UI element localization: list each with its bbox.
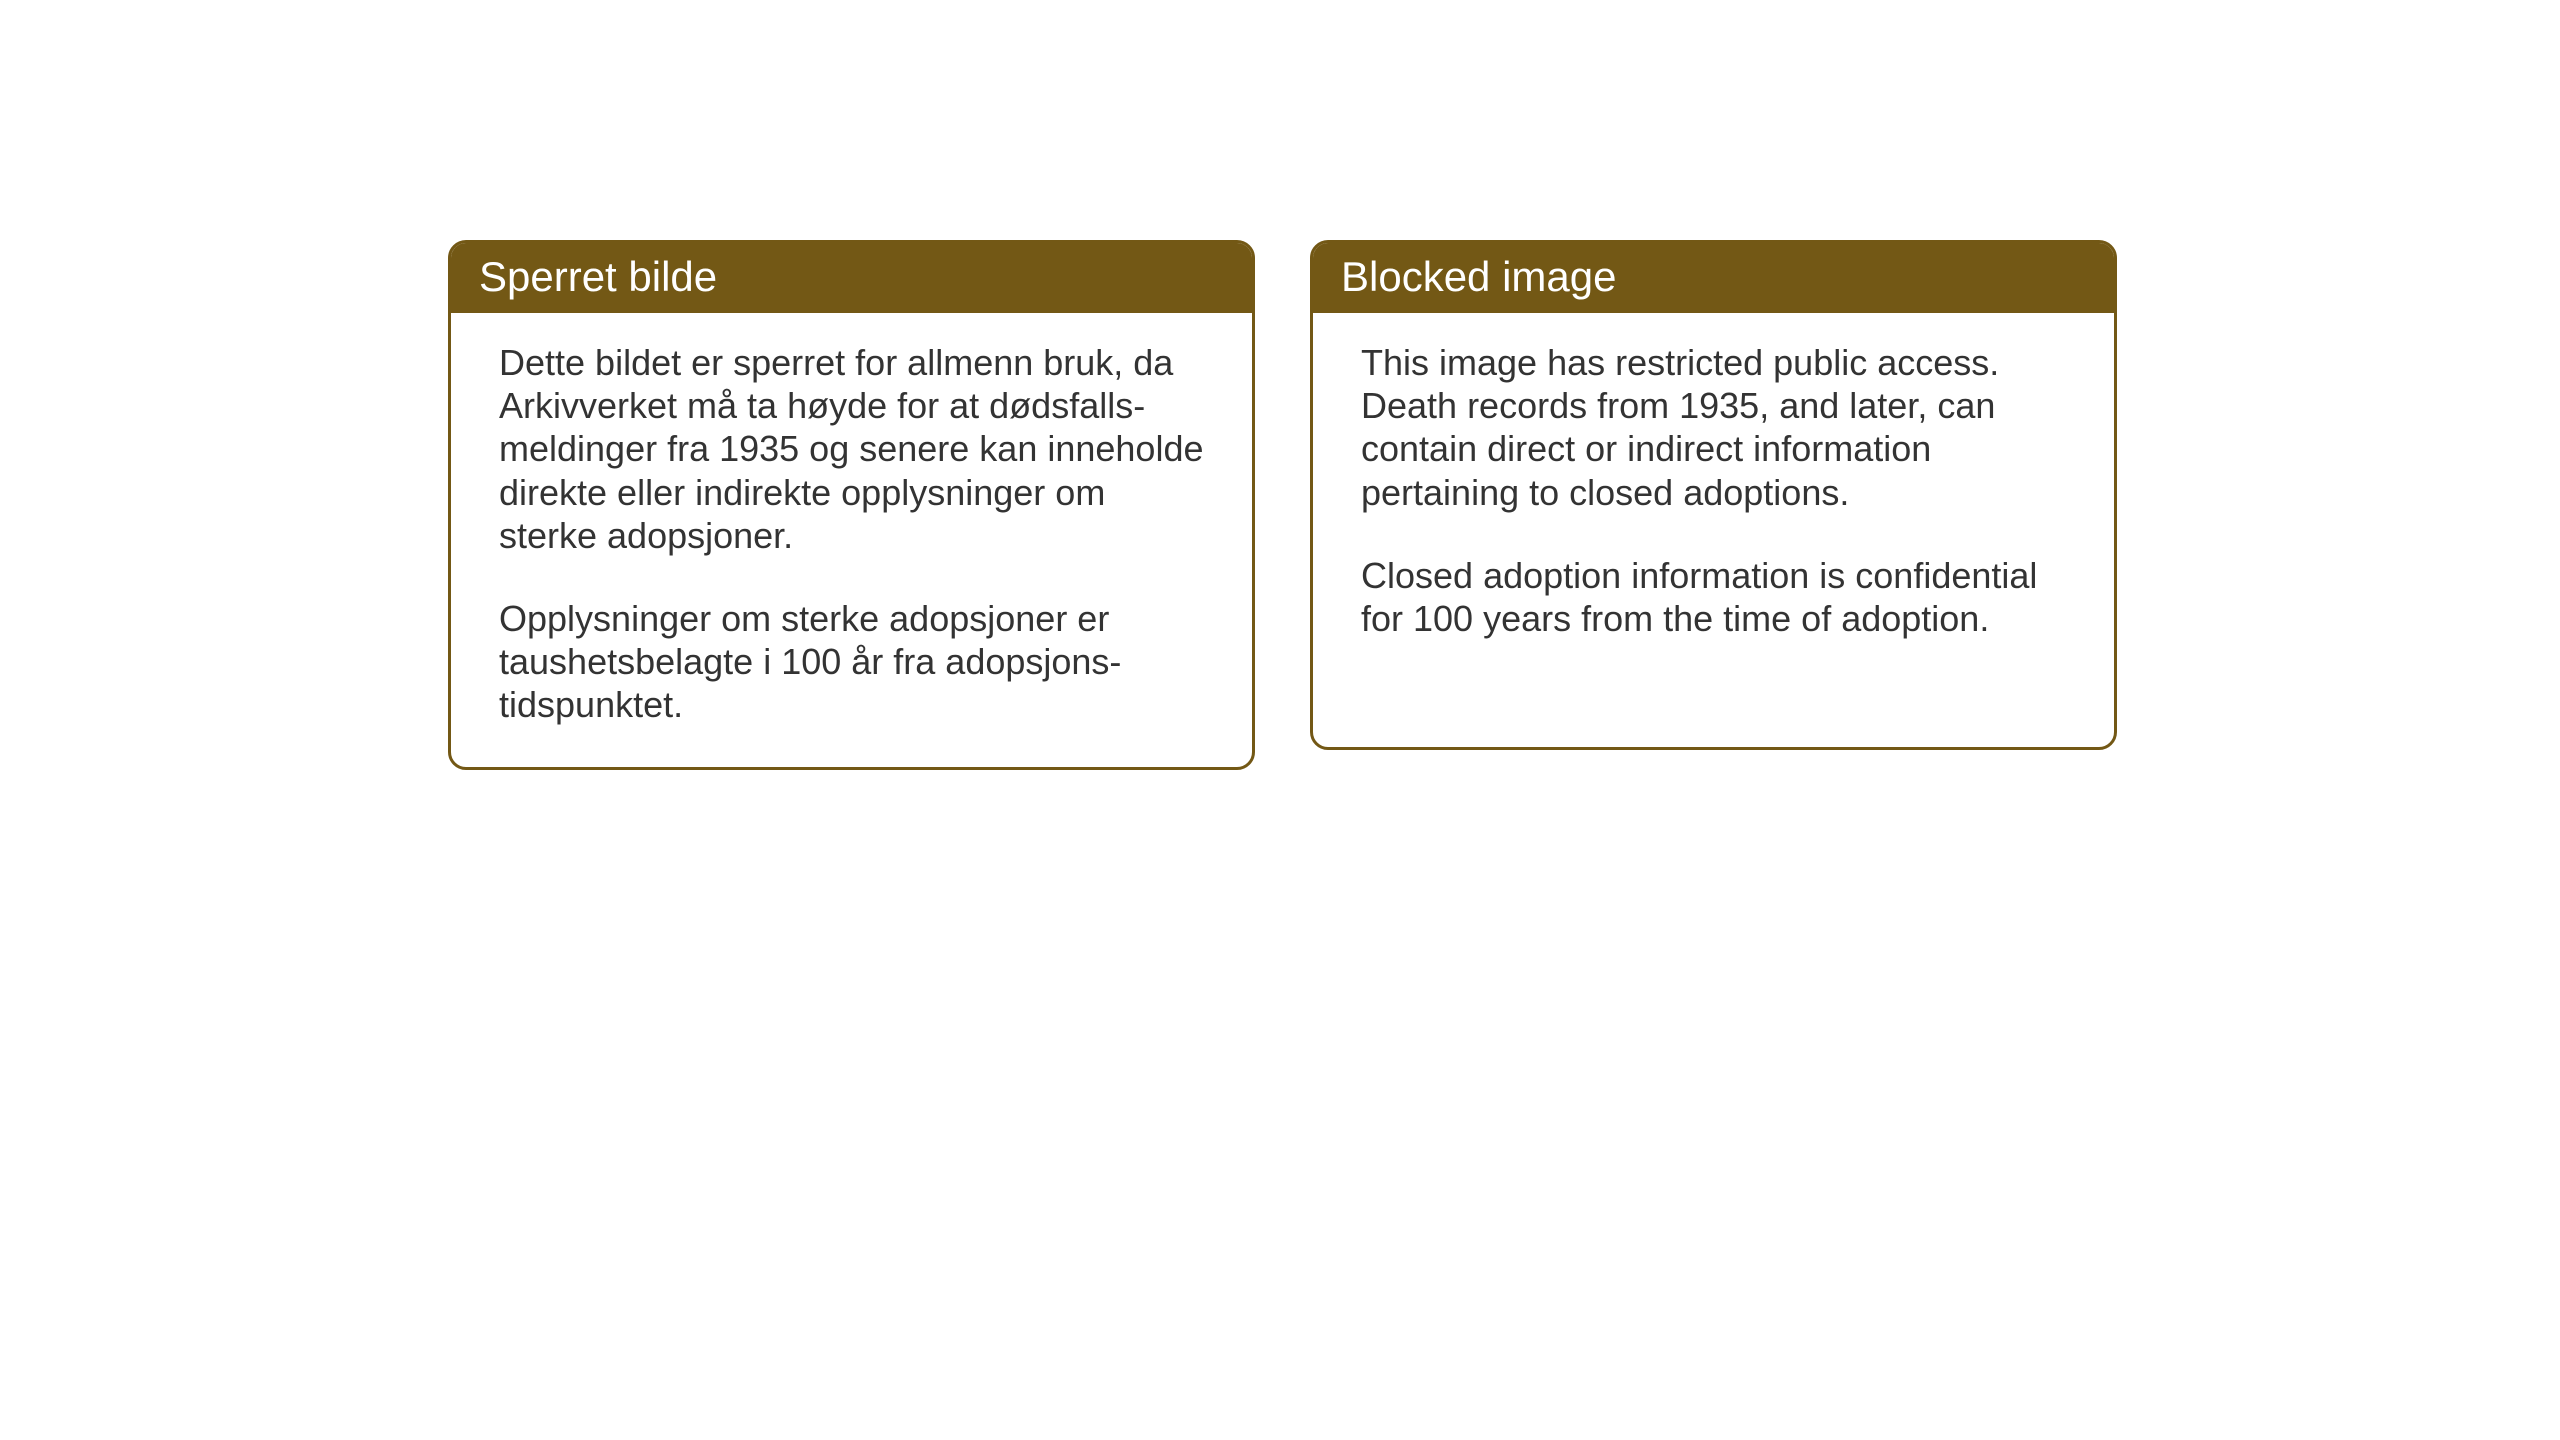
notice-body-english: This image has restricted public access.…	[1313, 313, 2114, 680]
notice-card-english: Blocked image This image has restricted …	[1310, 240, 2117, 750]
notice-paragraph-1-norwegian: Dette bildet er sperret for allmenn bruk…	[499, 341, 1212, 557]
notice-container: Sperret bilde Dette bildet er sperret fo…	[448, 240, 2117, 770]
notice-title-norwegian: Sperret bilde	[479, 253, 717, 300]
notice-title-english: Blocked image	[1341, 253, 1616, 300]
notice-header-norwegian: Sperret bilde	[451, 243, 1252, 313]
notice-paragraph-2-english: Closed adoption information is confident…	[1361, 554, 2074, 640]
notice-body-norwegian: Dette bildet er sperret for allmenn bruk…	[451, 313, 1252, 767]
notice-card-norwegian: Sperret bilde Dette bildet er sperret fo…	[448, 240, 1255, 770]
notice-header-english: Blocked image	[1313, 243, 2114, 313]
notice-paragraph-1-english: This image has restricted public access.…	[1361, 341, 2074, 514]
notice-paragraph-2-norwegian: Opplysninger om sterke adopsjoner er tau…	[499, 597, 1212, 727]
